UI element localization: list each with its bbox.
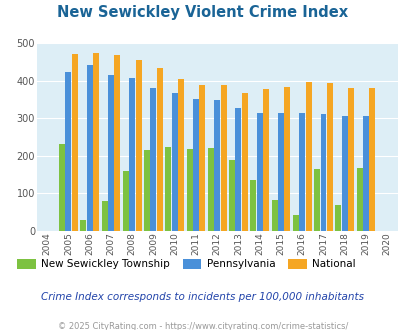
Bar xyxy=(369,88,375,231)
Bar xyxy=(165,148,171,231)
Text: New Sewickley Violent Crime Index: New Sewickley Violent Crime Index xyxy=(57,5,348,20)
Bar xyxy=(214,100,220,231)
Bar xyxy=(256,113,262,231)
Bar xyxy=(171,93,177,231)
Bar xyxy=(186,149,192,231)
Bar xyxy=(72,54,78,231)
Bar xyxy=(101,201,107,231)
Bar xyxy=(228,159,234,231)
Bar xyxy=(326,83,332,231)
Bar xyxy=(250,180,256,231)
Bar xyxy=(156,69,162,231)
Bar xyxy=(305,82,311,231)
Bar xyxy=(123,171,128,231)
Bar xyxy=(277,113,283,231)
Bar xyxy=(207,148,213,231)
Bar xyxy=(199,85,205,231)
Text: © 2025 CityRating.com - https://www.cityrating.com/crime-statistics/: © 2025 CityRating.com - https://www.city… xyxy=(58,322,347,330)
Bar xyxy=(271,200,277,231)
Bar xyxy=(241,93,247,231)
Bar xyxy=(356,168,362,231)
Bar xyxy=(65,72,71,231)
Bar xyxy=(80,220,86,231)
Bar xyxy=(284,87,290,231)
Bar xyxy=(313,169,319,231)
Bar xyxy=(192,99,198,231)
Legend: New Sewickley Township, Pennsylvania, National: New Sewickley Township, Pennsylvania, Na… xyxy=(13,254,359,274)
Bar xyxy=(347,88,353,231)
Bar xyxy=(292,215,298,231)
Bar xyxy=(220,85,226,231)
Bar xyxy=(298,113,305,231)
Bar xyxy=(341,116,347,231)
Bar xyxy=(362,116,368,231)
Bar xyxy=(87,65,92,231)
Bar xyxy=(335,205,341,231)
Bar xyxy=(59,145,65,231)
Bar xyxy=(93,53,99,231)
Bar xyxy=(129,78,135,231)
Bar xyxy=(114,55,120,231)
Bar xyxy=(135,60,141,231)
Bar xyxy=(262,89,269,231)
Bar xyxy=(108,75,114,231)
Bar xyxy=(150,88,156,231)
Bar xyxy=(235,108,241,231)
Bar xyxy=(320,115,326,231)
Text: Crime Index corresponds to incidents per 100,000 inhabitants: Crime Index corresponds to incidents per… xyxy=(41,292,364,302)
Bar xyxy=(144,150,150,231)
Bar xyxy=(178,79,183,231)
